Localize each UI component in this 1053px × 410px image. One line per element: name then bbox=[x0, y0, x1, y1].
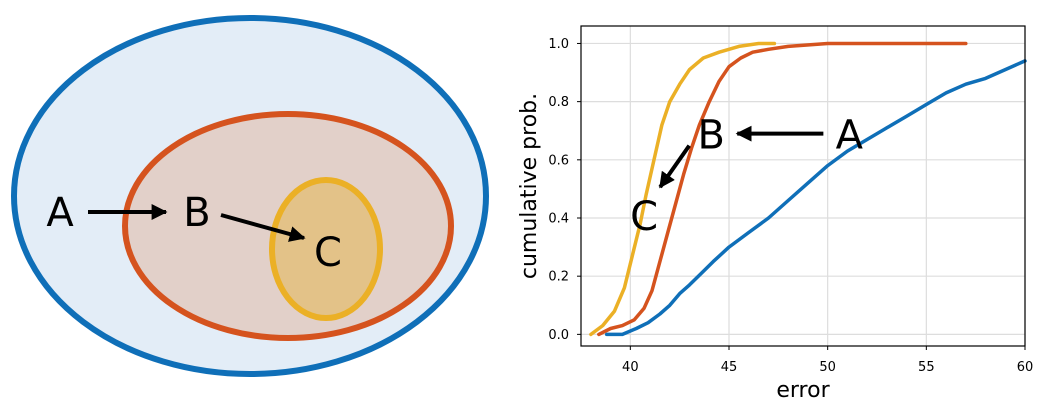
x-tick-label: 60 bbox=[1017, 360, 1034, 375]
y-tick-label: 1.0 bbox=[548, 37, 569, 52]
y-tick-label: 0.2 bbox=[548, 270, 569, 285]
annotation-label-a: A bbox=[836, 113, 864, 159]
diagram-label-a: A bbox=[46, 190, 74, 236]
set-c-ellipse bbox=[269, 177, 383, 321]
y-axis-label: cumulative prob. bbox=[517, 93, 542, 279]
x-axis-label: error bbox=[776, 378, 830, 403]
x-tick-label: 50 bbox=[819, 360, 836, 375]
x-tick-label: 45 bbox=[721, 360, 738, 375]
y-tick-label: 0.8 bbox=[548, 95, 569, 110]
annotation-label-c: C bbox=[630, 194, 658, 240]
diagram-label-b: B bbox=[183, 190, 210, 236]
annotation-label-b: B bbox=[698, 113, 725, 159]
nested-set-diagram: A B C bbox=[11, 15, 489, 377]
cdf-chart: 40 45 50 55 60 0.0 0.2 0.4 0.6 0.8 1.0 B A C error c… bbox=[517, 25, 1033, 403]
y-tick-label: 0.0 bbox=[548, 328, 569, 343]
diagram-label-c: C bbox=[314, 230, 342, 276]
chart-annotations: B A C bbox=[630, 113, 864, 240]
y-tick-label: 0.4 bbox=[548, 212, 569, 227]
plot-frame bbox=[580, 25, 1026, 347]
arrow-b-to-c-chart bbox=[658, 144, 691, 189]
series-line-a bbox=[604, 59, 1027, 337]
series-line-b bbox=[597, 41, 968, 337]
x-tick-label: 40 bbox=[622, 360, 639, 375]
arrow-b-to-c bbox=[220, 213, 306, 242]
chart-annotation-arrows bbox=[658, 125, 824, 189]
y-tick-label: 0.6 bbox=[548, 153, 569, 168]
chart-series bbox=[589, 41, 1027, 337]
chart-ticks: 40 45 50 55 60 0.0 0.2 0.4 0.6 0.8 1.0 bbox=[548, 37, 1033, 375]
series-line-c bbox=[589, 41, 777, 337]
x-tick-label: 55 bbox=[918, 360, 935, 375]
